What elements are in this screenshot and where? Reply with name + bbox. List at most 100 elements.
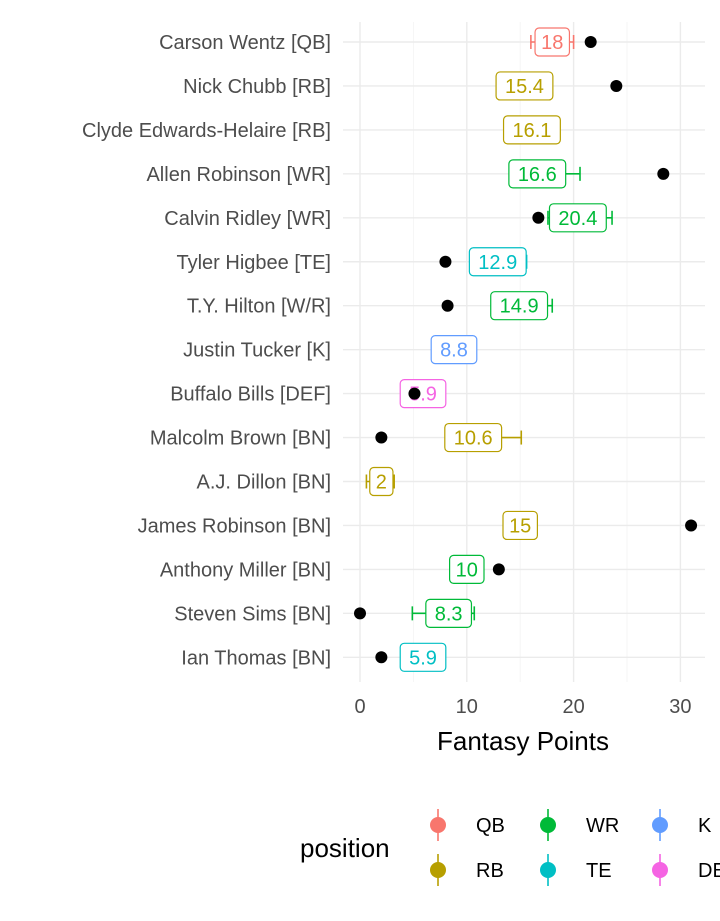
y-tick-label: A.J. Dillon [BN] [197,472,331,494]
projection-label: 15.4 [495,71,554,101]
legend-title: position [300,833,390,863]
actual-point [408,387,421,400]
projection-label-box [548,203,607,233]
x-tick-label: 30 [669,696,691,718]
x-tick-label: 20 [562,696,584,718]
y-tick-label: Calvin Ridley [WR] [164,208,331,230]
y-tick-label: Allen Robinson [WR] [146,164,331,186]
projection-label-text: 20.4 [558,208,597,230]
actual-point [657,167,670,180]
actual-points [354,36,698,664]
projection-label-text: 8.3 [435,603,463,625]
legend-key-dot [430,817,446,833]
legend-key-dot [540,817,556,833]
legend-item: RB [430,854,504,886]
legend-label: WR [586,815,619,837]
projection-label: 18 [534,27,571,57]
projection-label: 10 [449,554,485,585]
projection-label-box [468,247,527,277]
projection-label-box [502,115,561,145]
actual-point [492,563,505,576]
projection-label: 8.8 [430,335,478,365]
projection-label: 10.6 [444,422,503,453]
projection-label: 12.9 [468,247,527,277]
actual-point [610,79,623,92]
legend-item: WR [540,809,619,841]
legend-key-dot [652,862,668,878]
actual-point [685,519,698,532]
y-tick-label: Nick Chubb [RB] [183,76,331,98]
y-tick-label: James Robinson [BN] [138,515,331,537]
y-tick-label: Anthony Miller [BN] [160,559,331,581]
legend-key-dot [430,862,446,878]
projection-label-box [399,379,447,409]
legend: position QB RB WR TE K DEF [300,809,720,886]
x-tick-label: 0 [354,696,365,718]
projection-label-text: 14.9 [500,296,539,318]
projection-label-box [430,335,478,365]
projection-label: 5.9 [399,642,447,672]
legend-label: QB [476,815,505,837]
projection-label: 2 [369,466,394,497]
projection-label-text: 10.6 [454,428,493,450]
projection-label-box [425,598,473,628]
legend-item: QB [430,809,505,841]
y-tick-label: Justin Tucker [K] [183,340,331,362]
projection-label-text: 15 [509,515,531,537]
x-tick-label: 10 [456,696,478,718]
x-axis-title: Fantasy Points [437,726,609,756]
projection-label-text: 8.8 [440,340,468,362]
projection-label-text: 18 [541,32,563,54]
actual-point [354,607,366,620]
projection-label: 16.1 [502,115,561,145]
projection-label: 14.9 [490,291,549,321]
legend-label: K [698,815,712,837]
projection-label-box [508,159,567,189]
actual-point [375,431,388,444]
projection-label-box [495,71,554,101]
projection-label-text: 16.6 [518,164,557,186]
y-tick-label: Tyler Higbee [TE] [176,252,331,274]
actual-point [439,255,452,268]
y-tick-label: Carson Wentz [QB] [159,32,331,54]
y-tick-label: T.Y. Hilton [W/R] [187,296,331,318]
projection-label-text: 2 [376,472,387,494]
legend-key-dot [540,862,556,878]
projection-label: 16.6 [508,159,567,189]
projection-label-box [490,291,549,321]
y-tick-label: Buffalo Bills [DEF] [170,384,331,406]
legend-label: RB [476,860,504,882]
legend-label: TE [586,860,612,882]
projection-label: 8.3 [425,598,473,628]
legend-key-dot [652,817,668,833]
legend-item: K [652,809,712,841]
legend-item: DEF [652,854,720,886]
y-tick-label: Steven Sims [BN] [174,603,331,625]
projection-label-text: 12.9 [478,252,517,274]
projection-label: 15 [502,510,539,541]
actual-point [532,211,545,224]
y-tick-label: Ian Thomas [BN] [181,647,331,669]
x-axis-labels: 0 10 20 30 [354,696,691,718]
actual-point [441,299,454,312]
projection-label: 20.4 [548,203,607,233]
actual-point [375,651,388,664]
legend-label: DEF [698,860,720,882]
projection-label-box [502,510,539,541]
actual-point [584,36,597,48]
projection-label-box [399,642,447,672]
projection-label-text: 16.1 [512,120,551,142]
projection-label-box [534,27,571,57]
legend-item: TE [540,854,612,886]
projection-label-text: 5.9 [409,647,437,669]
y-axis-labels: Carson Wentz [QB] Nick Chubb [RB] Clyde Ed… [82,32,331,669]
projection-label-box [449,554,485,585]
projection-label-text: 10 [456,559,478,581]
projection-label: 5.9 [399,379,447,409]
projection-labels: 18 15.4 16.1 16.620.4 12.9 14.9 8.8 5.9 10.6 2 15 1… [369,27,607,672]
projection-label-box [369,466,394,497]
projection-label-box [444,422,503,453]
y-tick-label: Malcolm Brown [BN] [150,428,331,450]
projection-label-text: 15.4 [505,76,544,98]
